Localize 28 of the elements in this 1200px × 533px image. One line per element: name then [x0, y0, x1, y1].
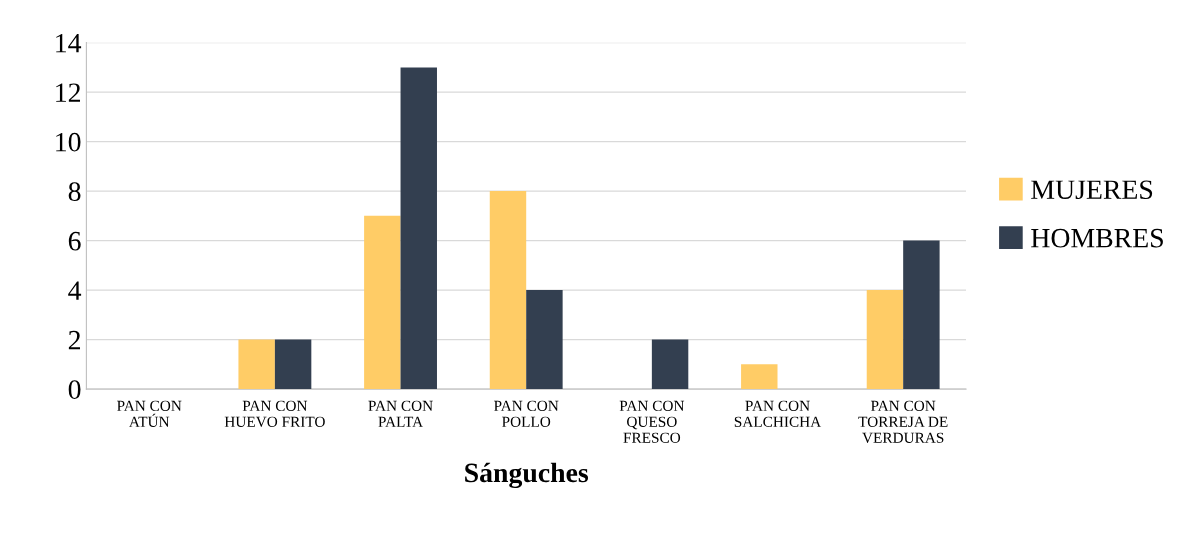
x-tick-label: PAN CON PALTA: [368, 400, 433, 427]
legend-label: MUJERES: [1031, 180, 1153, 200]
bar: [741, 364, 778, 390]
x-tick-label: PAN CON TORREJA DE VERDURAS: [858, 400, 948, 443]
x-tick-label: PAN CON QUESO FRESCO: [619, 400, 685, 443]
x-axis-title: Sánguches: [465, 462, 589, 489]
x-tick-label: PAN CON POLLO: [494, 400, 559, 427]
bar: [903, 240, 940, 390]
bar: [526, 290, 563, 390]
y-tick-label: 8: [68, 182, 81, 202]
y-tick-label: 10: [56, 132, 81, 152]
y-tick-label: 14: [56, 33, 82, 53]
bar: [651, 339, 689, 390]
bar: [364, 215, 401, 390]
legend-label: HOMBRES: [1031, 228, 1163, 248]
y-tick-label: 0: [68, 380, 81, 399]
bar: [238, 339, 275, 390]
bar: [489, 191, 527, 390]
y-tick-label: 12: [56, 83, 81, 102]
bar: [274, 339, 312, 390]
y-tick-label: 2: [68, 330, 81, 350]
bar: [866, 290, 904, 390]
bar: [400, 67, 437, 390]
x-tick-label: PAN CON HUEVO FRITO: [224, 400, 325, 428]
y-tick-label: 6: [68, 231, 81, 251]
x-tick-label: PAN CON ATÚN: [117, 400, 182, 427]
y-tick-label: 4: [68, 281, 82, 300]
x-tick-label: PAN CON SALCHICHA: [734, 400, 822, 427]
